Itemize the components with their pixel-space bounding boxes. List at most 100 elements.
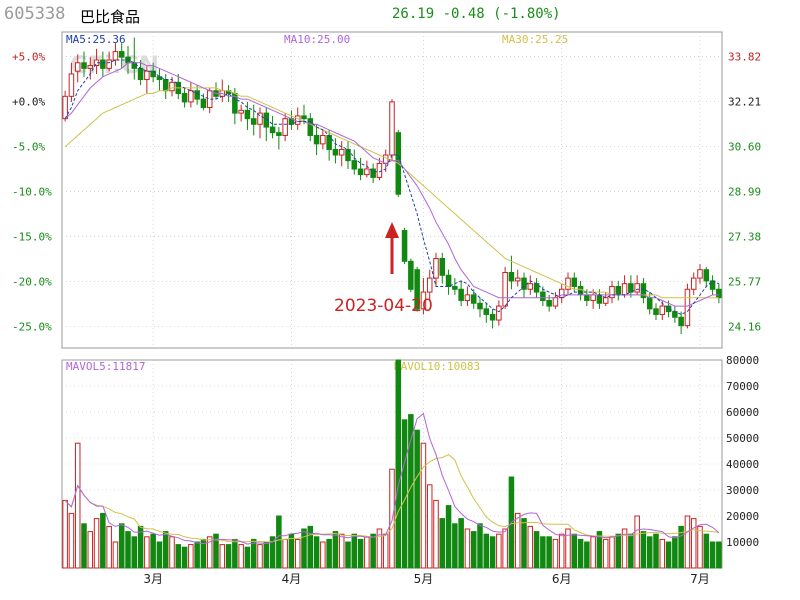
left-percent-tick: -20.0% xyxy=(12,276,52,289)
right-price-tick: 33.82 xyxy=(728,51,761,64)
volume-bar xyxy=(100,512,106,569)
volume-bar xyxy=(540,536,546,569)
volume-bar xyxy=(596,531,603,569)
candle-body xyxy=(521,277,527,290)
candle-body xyxy=(62,95,68,120)
volume-bar xyxy=(684,515,691,569)
volume-bar xyxy=(269,536,276,569)
volume-bar xyxy=(483,533,490,569)
candle-body xyxy=(527,283,534,290)
volume-bar xyxy=(716,541,722,569)
price-legend-2: MA30:25.25 xyxy=(502,33,568,46)
volume-bar xyxy=(678,525,684,569)
volume-bar xyxy=(206,536,213,569)
volume-bar xyxy=(118,523,125,569)
volume-bar xyxy=(376,528,383,569)
candle-body xyxy=(112,51,119,61)
candle-body xyxy=(621,283,628,296)
volume-bar xyxy=(320,541,326,569)
candle-body xyxy=(137,67,144,81)
candle-body xyxy=(200,98,207,109)
volume-bar xyxy=(577,538,584,569)
volume-bar xyxy=(445,505,452,569)
volume-bar xyxy=(181,546,188,569)
candle-body xyxy=(87,65,94,69)
candle-body xyxy=(276,132,282,136)
volume-bar xyxy=(137,525,144,569)
candle-body xyxy=(628,283,634,293)
price-legend-0: MA5:25.36 xyxy=(66,33,126,46)
volume-bar xyxy=(590,536,596,569)
candle-body xyxy=(81,62,87,69)
candle-body xyxy=(653,308,659,315)
candle-body xyxy=(571,277,578,287)
candle-body xyxy=(169,81,175,92)
volume-bar xyxy=(326,538,332,569)
volume-tick: 10000 xyxy=(726,536,759,549)
volume-bar xyxy=(125,531,131,569)
candle-body xyxy=(389,101,395,156)
volume-bar xyxy=(697,525,703,569)
volume-bar xyxy=(514,512,521,569)
volume-bar xyxy=(301,528,307,569)
candle-body xyxy=(533,283,540,293)
right-price-tick: 27.38 xyxy=(728,231,761,244)
candle-body xyxy=(144,70,150,81)
right-price-tick: 24.16 xyxy=(728,321,761,334)
mavol5-line xyxy=(64,412,720,545)
volume-bar xyxy=(414,429,420,569)
volume-bar xyxy=(533,531,540,569)
candle-body xyxy=(282,118,288,136)
candle-body xyxy=(546,299,552,307)
candle-body xyxy=(401,230,408,262)
volume-bar xyxy=(188,544,194,569)
ma10-line xyxy=(64,62,719,307)
candle-body xyxy=(558,288,565,299)
volume-bar xyxy=(602,538,609,569)
volume-tick: 50000 xyxy=(726,432,759,445)
volume-bar xyxy=(307,525,314,569)
candle-body xyxy=(257,112,263,125)
annotation-arrow-head xyxy=(385,222,399,238)
volume-bar xyxy=(244,546,251,569)
volume-bar xyxy=(659,538,666,569)
volume-bar xyxy=(213,533,219,569)
mavol10-line xyxy=(64,454,719,543)
candle-body xyxy=(106,59,112,69)
candle-body xyxy=(433,258,439,279)
left-percent-tick: -10.0% xyxy=(12,186,52,199)
price-change-quote: 26.19 -0.48 (-1.80%) xyxy=(392,6,561,22)
left-percent-tick: -25.0% xyxy=(12,321,52,334)
candle-body xyxy=(540,291,546,301)
volume-bar xyxy=(112,541,119,569)
volume-bar xyxy=(401,419,408,569)
candle-body xyxy=(508,271,515,282)
volume-bar xyxy=(150,533,156,569)
candle-body xyxy=(307,118,314,136)
candle-body xyxy=(672,311,678,318)
candle-body xyxy=(194,90,200,100)
volume-bar xyxy=(382,533,389,569)
volume-bar xyxy=(68,512,75,569)
candle-body xyxy=(156,76,163,81)
candle-body xyxy=(338,148,345,156)
volume-bar xyxy=(628,533,634,569)
volume-bar xyxy=(502,528,508,569)
volume-bar xyxy=(640,531,647,569)
candle-body xyxy=(489,313,496,321)
volume-bar xyxy=(477,523,483,569)
candle-body xyxy=(181,93,188,103)
volume-bar xyxy=(74,442,81,569)
candle-body xyxy=(426,277,433,293)
volume-bar xyxy=(452,523,458,569)
candle-body xyxy=(68,73,75,97)
candle-body xyxy=(552,297,559,307)
candle-body xyxy=(615,285,622,296)
volume-bar xyxy=(288,533,295,569)
candle-body xyxy=(250,118,257,125)
volume-bar xyxy=(175,544,182,569)
volume-bar xyxy=(709,541,716,569)
candle-body xyxy=(150,70,156,78)
candle-body xyxy=(162,79,169,92)
candle-body xyxy=(188,90,194,103)
